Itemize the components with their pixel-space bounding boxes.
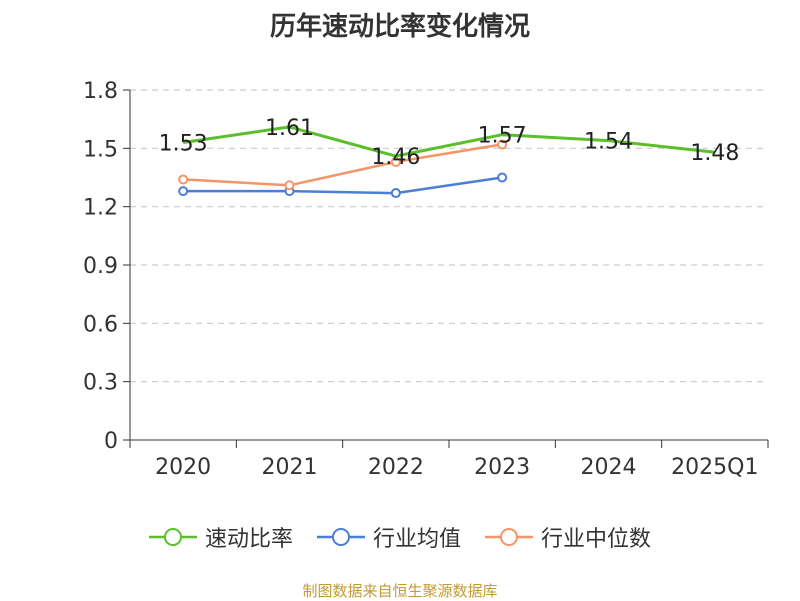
series-line-2 bbox=[183, 176, 503, 195]
data-label: 1.53 bbox=[159, 132, 208, 157]
series-line-1 bbox=[182, 125, 715, 158]
y-tick-label: 0.6 bbox=[83, 312, 118, 337]
y-tick-label: 1.8 bbox=[83, 79, 118, 104]
data-point bbox=[284, 180, 295, 191]
legend-label: 行业中位数 bbox=[541, 527, 652, 552]
legend-label: 行业均值 bbox=[372, 527, 461, 552]
data-label: 1.46 bbox=[371, 145, 420, 170]
legend-swatch-icon bbox=[485, 528, 533, 546]
x-tick-label: 2020 bbox=[155, 455, 211, 480]
data-label: 1.54 bbox=[584, 130, 633, 155]
data-label: 1.48 bbox=[690, 141, 739, 166]
legend-swatch-icon bbox=[148, 528, 197, 546]
legend-item[interactable]: 行业中位数 bbox=[485, 521, 651, 553]
y-tick-label: 0.9 bbox=[83, 254, 118, 279]
x-tick-label: 2024 bbox=[581, 455, 637, 480]
legend-item[interactable]: 行业均值 bbox=[316, 521, 461, 553]
data-label: 1.57 bbox=[478, 124, 527, 149]
data-point bbox=[497, 139, 508, 150]
data-point bbox=[390, 188, 401, 199]
chart-legend: 速动比率 行业均值 行业中位数 bbox=[0, 520, 800, 554]
x-tick-label: 2021 bbox=[262, 455, 318, 480]
legend-swatch-icon bbox=[316, 528, 365, 546]
data-point bbox=[497, 172, 508, 183]
data-point bbox=[390, 156, 401, 167]
x-tick-label: 2022 bbox=[368, 455, 424, 480]
x-tick-label: 2023 bbox=[474, 455, 530, 480]
legend-label: 速动比率 bbox=[204, 527, 293, 552]
source-note: 制图数据来自恒生聚源数据库 bbox=[302, 582, 498, 600]
y-tick-label: 0.3 bbox=[83, 371, 118, 396]
y-tick-label: 1.5 bbox=[83, 137, 118, 162]
y-tick-label: 1.2 bbox=[83, 196, 118, 221]
data-point bbox=[178, 186, 189, 197]
y-tick-label: 0 bbox=[104, 429, 118, 454]
chart-title: 历年速动比率变化情况 bbox=[269, 12, 530, 42]
data-label: 1.61 bbox=[265, 116, 314, 141]
data-point bbox=[178, 174, 189, 185]
legend-item[interactable]: 速动比率 bbox=[148, 521, 293, 553]
series-line-3 bbox=[183, 143, 503, 187]
x-tick-label: 2025Q1 bbox=[671, 455, 758, 480]
